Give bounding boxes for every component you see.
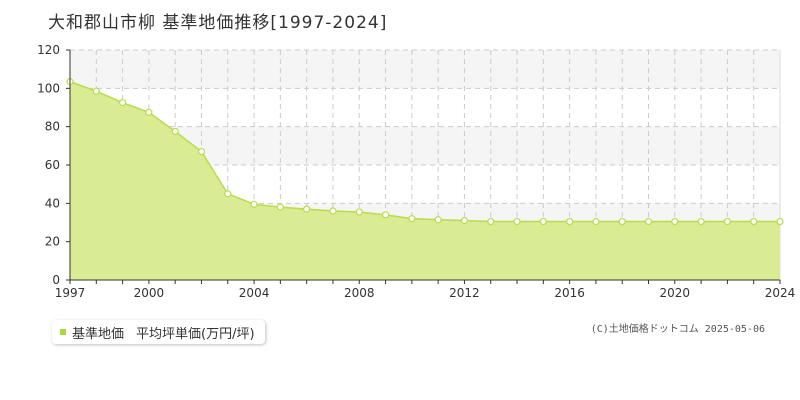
- data-point: [644, 217, 653, 226]
- y-tick-label: 60: [45, 158, 60, 172]
- x-tick-label: 2016: [554, 286, 585, 300]
- data-point: [118, 99, 127, 107]
- y-tick-label: 40: [45, 196, 60, 210]
- legend-swatch: [60, 329, 66, 335]
- x-tick-label: 2020: [660, 286, 691, 300]
- data-point: [355, 208, 363, 216]
- y-tick-label: 80: [45, 120, 60, 134]
- y-tick-label: 20: [45, 235, 60, 249]
- x-tick-label: 2000: [134, 286, 165, 300]
- data-point: [592, 217, 600, 226]
- data-point: [92, 87, 100, 95]
- legend-series-label: 基準地価: [72, 326, 125, 342]
- data-point: [145, 108, 153, 116]
- y-tick-label: 0: [52, 273, 60, 287]
- data-point: [303, 205, 311, 213]
- data-point: [408, 215, 416, 223]
- y-tick-label: 100: [37, 81, 60, 95]
- grid-band: [70, 50, 780, 89]
- x-tick-label: 2024: [765, 286, 796, 300]
- copyright-text: (C)土地価格ドットコム 2025-05-06: [590, 324, 765, 335]
- data-point: [697, 217, 705, 226]
- data-point: [566, 217, 574, 226]
- data-point: [197, 147, 206, 156]
- x-tick-label: 1997: [55, 286, 86, 300]
- x-tick-label: 2012: [449, 286, 480, 300]
- data-point: [618, 217, 626, 226]
- tick-labels: 0 20 40 60 80 100 120 1997 2000 2004 2008 2012 2016 2…: [37, 43, 795, 300]
- data-point: [171, 127, 179, 136]
- chart-title: 大和郡山市柳 基準地価推移[1997-2024]: [48, 13, 388, 33]
- x-tick-label: 2004: [239, 286, 270, 300]
- legend-unit-label: 平均坪単価(万円/坪): [136, 326, 255, 342]
- data-point: [750, 217, 758, 226]
- data-point: [276, 203, 284, 211]
- data-series: [66, 78, 784, 280]
- data-point: [487, 217, 495, 226]
- series-line: [69, 80, 780, 223]
- data-point: [434, 216, 442, 224]
- data-point: [513, 217, 521, 226]
- data-point: [329, 207, 337, 215]
- data-point: [723, 217, 732, 226]
- x-tick-label: 2008: [344, 286, 375, 300]
- data-point: [671, 217, 679, 226]
- axes: [66, 49, 781, 284]
- y-tick-label: 120: [37, 43, 60, 57]
- data-point: [381, 211, 390, 219]
- data-point: [776, 217, 784, 226]
- data-point: [460, 216, 469, 225]
- data-point: [539, 217, 547, 226]
- data-point: [224, 190, 232, 198]
- data-point: [250, 200, 258, 208]
- series-area: [70, 81, 780, 280]
- legend: 基準地価 平均坪単価(万円/坪): [52, 320, 265, 344]
